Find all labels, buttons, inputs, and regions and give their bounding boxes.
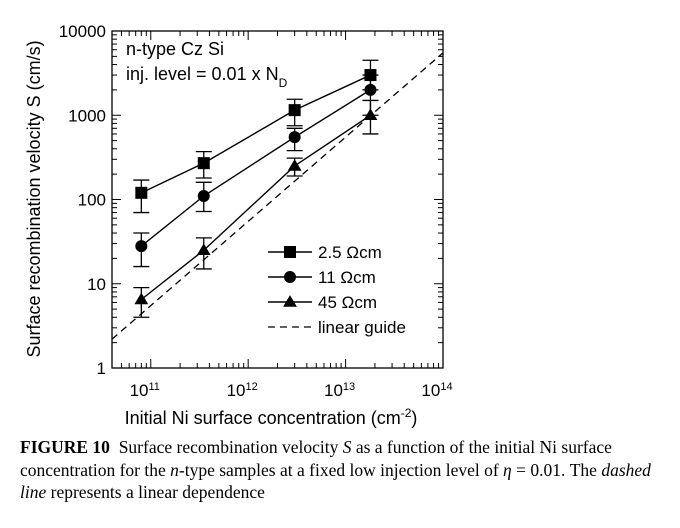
caption-part: as a function of the initial Ni surface … (20, 437, 612, 480)
circle-marker (288, 131, 301, 144)
circle-marker (197, 190, 210, 203)
triangle-marker (363, 108, 378, 121)
legend-label: 2.5 Ωcm (318, 243, 382, 262)
figure-caption: FIGURE 10 Surface recombination velocity… (20, 436, 665, 504)
caption-part: represents a linear dependence (46, 482, 265, 502)
x-tick-label: 1011 (130, 381, 160, 400)
series-line (140, 114, 371, 301)
y-axis-title: Surface recombination velocity S (cm/s) (24, 40, 44, 357)
circle-marker (284, 271, 296, 283)
circle-marker (364, 83, 377, 96)
series-line (140, 89, 371, 247)
square-marker (197, 157, 210, 170)
y-tick-label: 10000 (59, 22, 106, 41)
caption-part: n (170, 459, 179, 480)
plot-area (112, 52, 443, 340)
legend-label: linear guide (318, 318, 406, 337)
square-marker (135, 186, 148, 199)
caption-part: -type samples at a fixed low injection l… (178, 459, 504, 480)
annotation-line1: n-type Cz Si (126, 39, 224, 59)
square-marker (284, 246, 296, 258)
x-tick-labels: 1011 1012 1013 1014 (130, 381, 453, 400)
triangle-marker (196, 243, 211, 256)
x-axis-title: Initial Ni surface concentration (cm-2) (125, 406, 418, 428)
legend: 2.5 Ωcm 11 Ωcm 45 Ωcm linear guide (268, 243, 406, 337)
y-tick-label: 1 (97, 359, 106, 378)
annotation-line2: inj. level = 0.01 x ND (126, 64, 288, 90)
caption-text: Surface recombination velocity S as a fu… (20, 437, 651, 502)
x-tick-label: 1014 (421, 381, 452, 400)
y-tick-label: 10 (87, 275, 106, 294)
linear-guide-line (112, 52, 443, 340)
caption-part: = 0.01. The (511, 459, 602, 480)
square-marker (288, 104, 301, 117)
caption-part: Surface recombination velocity (118, 437, 343, 457)
caption-part: S (342, 437, 352, 457)
triangle-marker (134, 292, 149, 305)
caption-part: η (503, 459, 512, 480)
x-tick-label: 1012 (227, 381, 258, 400)
chart: 1011 1012 1013 1014 1 10 100 1000 10000 Surface… (24, 22, 453, 428)
y-tick-label: 1000 (68, 106, 106, 125)
legend-label: 11 Ωcm (318, 268, 376, 287)
circle-marker (135, 240, 148, 253)
y-tick-labels: 1 10 100 1000 10000 (59, 22, 106, 378)
legend-label: 45 Ωcm (318, 293, 377, 312)
y-tick-label: 100 (78, 191, 106, 210)
x-tick-label: 1013 (324, 381, 355, 400)
series-line (141, 74, 371, 194)
caption-part: dashed line (20, 459, 651, 503)
triangle-marker (283, 295, 297, 307)
triangle-marker (287, 159, 302, 171)
plot-frame (111, 30, 444, 369)
caption-label: FIGURE 10 (20, 437, 110, 457)
